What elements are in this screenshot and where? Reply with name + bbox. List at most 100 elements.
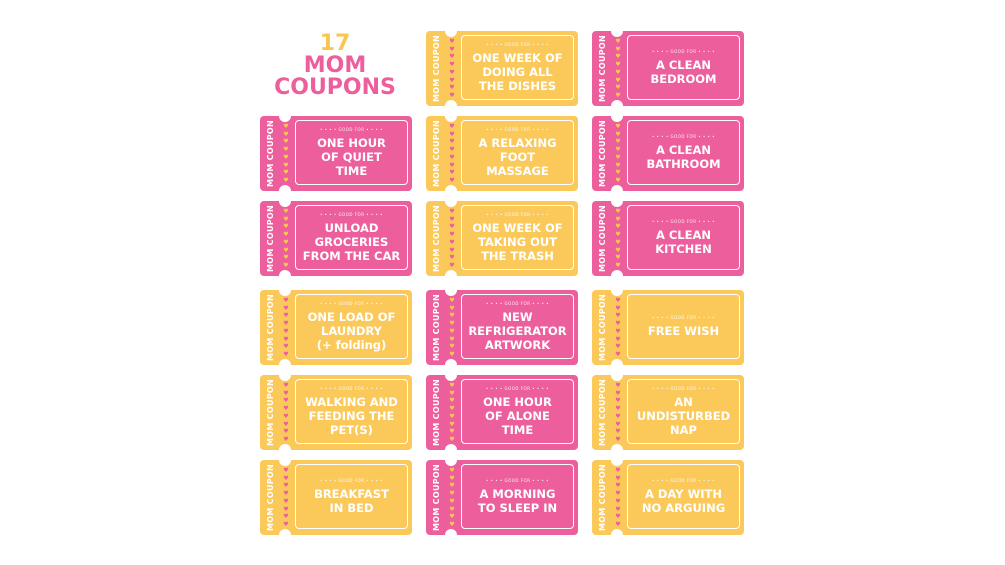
coupon-body: • • • • GOOD FOR • • • • A MORNING TO SL… [461,464,574,529]
heart-icon: ♥ [283,389,289,397]
heart-icon: ♥ [449,215,455,223]
heart-icon: ♥ [283,513,289,521]
stub-label: MOM COUPON [266,463,276,532]
stub-label: MOM COUPON [598,34,608,103]
heart-icon: ♥ [449,208,455,215]
coupon-text: NEW REFRIGERATOR ARTWORK [468,310,567,352]
stub-label: MOM COUPON [432,378,442,447]
ticket-notch [279,454,291,466]
coupon-body: • • • • GOOD FOR • • • • A CLEAN BEDROOM [627,35,740,100]
heart-icon: ♥ [615,53,621,61]
heart-icon: ♥ [615,405,621,413]
heart-icon: ♥ [615,490,621,498]
coupon-stub: MOM COUPON [592,116,614,191]
title-line2: COUPONS [274,75,396,100]
heart-icon: ♥ [615,312,621,320]
heart-icon: ♥ [449,343,455,351]
ticket-notch [445,270,457,282]
heart-icon: ♥ [283,297,289,304]
coupon: MOM COUPON ♥ ♥ ♥ ♥ ♥ ♥ ♥ ♥ • • • • GOOD FOR • •… [592,195,744,282]
ticket-notch [445,185,457,197]
heart-icon: ♥ [283,505,289,513]
heart-column: ♥ ♥ ♥ ♥ ♥ ♥ ♥ ♥ [448,298,456,358]
stub-label: MOM COUPON [432,204,442,273]
coupon-stub: MOM COUPON [426,31,448,106]
heart-icon: ♥ [449,161,455,169]
heart-column: ♥ ♥ ♥ ♥ ♥ ♥ ♥ ♥ [448,124,456,184]
heart-icon: ♥ [449,389,455,397]
heart-icon: ♥ [283,327,289,335]
heart-icon: ♥ [283,161,289,169]
coupon-body: • • • • GOOD FOR • • • • A RELAXING FOOT… [461,120,574,185]
heart-icon: ♥ [615,123,621,130]
ticket-notch [611,270,623,282]
good-for-label: • • • • GOOD FOR • • • • [319,386,384,391]
heart-icon: ♥ [283,138,289,146]
heart-column: ♥ ♥ ♥ ♥ ♥ ♥ ♥ ♥ [614,383,622,443]
coupon-body: • • • • GOOD FOR • • • • ONE WEEK OF DOI… [461,35,574,100]
coupon: MOM COUPON ♥ ♥ ♥ ♥ ♥ ♥ ♥ ♥ • • • • GOOD FOR • •… [592,369,744,456]
heart-icon: ♥ [449,254,455,262]
heart-icon: ♥ [283,474,289,482]
good-for-label: • • • • GOOD FOR • • • • [651,315,716,320]
coupon: MOM COUPON ♥ ♥ ♥ ♥ ♥ ♥ ♥ ♥ • • • • GOOD FOR • •… [426,25,578,112]
ticket-notch [279,185,291,197]
heart-icon: ♥ [449,382,455,389]
coupon: MOM COUPON ♥ ♥ ♥ ♥ ♥ ♥ ♥ ♥ • • • • GOOD FOR • •… [260,454,412,541]
coupon-text: BREAKFAST IN BED [314,487,389,515]
stub-label: MOM COUPON [598,119,608,188]
ticket-notch [611,369,623,381]
stub-label: MOM COUPON [432,119,442,188]
heart-icon: ♥ [449,84,455,92]
stub-label: MOM COUPON [432,293,442,362]
stub-label: MOM COUPON [598,378,608,447]
heart-icon: ♥ [449,45,455,53]
coupon-text: ONE LOAD OF LAUNDRY (+ folding) [307,310,396,352]
coupon-body: • • • • GOOD FOR • • • • A CLEAN KITCHEN [627,205,740,270]
heart-column: ♥ ♥ ♥ ♥ ♥ ♥ ♥ ♥ [282,383,290,443]
heart-column: ♥ ♥ ♥ ♥ ♥ ♥ ♥ ♥ [282,298,290,358]
coupon-text: A MORNING TO SLEEP IN [477,487,558,515]
coupon-text: A DAY WITH NO ARGUING [641,487,726,515]
heart-icon: ♥ [283,428,289,436]
heart-icon: ♥ [449,312,455,320]
heart-icon: ♥ [283,335,289,343]
heart-icon: ♥ [449,428,455,436]
coupon-text: FREE WISH [647,324,720,338]
heart-icon: ♥ [283,215,289,223]
heart-icon: ♥ [283,261,289,269]
heart-column: ♥ ♥ ♥ ♥ ♥ ♥ ♥ ♥ [282,468,290,528]
heart-icon: ♥ [615,261,621,269]
heart-icon: ♥ [615,238,621,246]
heart-icon: ♥ [449,68,455,76]
heart-icon: ♥ [283,405,289,413]
heart-icon: ♥ [615,61,621,69]
ticket-notch [611,100,623,112]
heart-column: ♥ ♥ ♥ ♥ ♥ ♥ ♥ ♥ [448,39,456,99]
coupon: MOM COUPON ♥ ♥ ♥ ♥ ♥ ♥ ♥ ♥ • • • • GOOD FOR • •… [592,110,744,197]
heart-icon: ♥ [449,474,455,482]
ticket-notch [611,185,623,197]
coupon-stub: MOM COUPON [260,116,282,191]
ticket-notch [279,270,291,282]
coupon: MOM COUPON ♥ ♥ ♥ ♥ ♥ ♥ ♥ ♥ • • • • GOOD FOR • •… [592,454,744,541]
heart-icon: ♥ [283,382,289,389]
heart-icon: ♥ [283,497,289,505]
heart-column: ♥ ♥ ♥ ♥ ♥ ♥ ♥ ♥ [282,209,290,269]
coupon-text: UNLOAD GROCERIES FROM THE CAR [302,221,401,263]
ticket-notch [279,110,291,122]
good-for-label: • • • • GOOD FOR • • • • [319,478,384,483]
good-for-label: • • • • GOOD FOR • • • • [319,127,384,132]
heart-icon: ♥ [615,304,621,312]
coupon-stub: MOM COUPON [592,460,614,535]
heart-icon: ♥ [449,76,455,84]
heart-icon: ♥ [449,490,455,498]
heart-icon: ♥ [283,482,289,490]
heart-icon: ♥ [615,176,621,184]
good-for-label: • • • • GOOD FOR • • • • [651,134,716,139]
heart-icon: ♥ [615,161,621,169]
stub-label: MOM COUPON [432,463,442,532]
heart-icon: ♥ [615,84,621,92]
coupon: MOM COUPON ♥ ♥ ♥ ♥ ♥ ♥ ♥ ♥ • • • • GOOD FOR • •… [426,454,578,541]
heart-icon: ♥ [615,153,621,161]
